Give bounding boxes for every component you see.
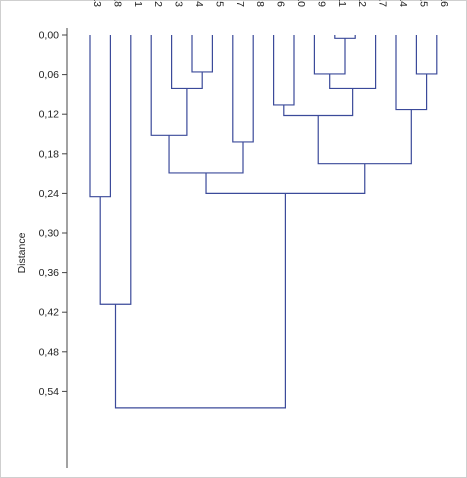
leaf-label: 2 xyxy=(152,1,164,7)
y-axis-title: Distance xyxy=(16,232,28,273)
leaf-label: 9 xyxy=(315,1,327,7)
leaf-label: 3 xyxy=(173,1,185,7)
leaf-label: 18 xyxy=(111,0,123,7)
dendrogram-branch xyxy=(232,35,254,143)
leaf-label: 8 xyxy=(254,1,266,7)
y-tick-label: 0,00 xyxy=(39,30,60,42)
y-axis: 0,00 0,06 0,12 0,18 0,24 0,30 0,36 0,42 0,48 0,54 xyxy=(39,28,68,468)
leaf-label: 17 xyxy=(377,0,389,7)
leaf-label: 5 xyxy=(213,1,225,7)
dendrogram-branch xyxy=(168,135,244,174)
dendrogram-branch xyxy=(150,35,188,136)
leaf-label: 6 xyxy=(275,1,287,7)
leaf-label: 12 xyxy=(356,0,368,7)
leaf-label: 13 xyxy=(91,0,103,7)
leaf-label: 14 xyxy=(397,0,409,7)
dendrogram-branch xyxy=(114,193,286,409)
dendrogram-branch xyxy=(415,35,438,75)
dendrogram-branch xyxy=(171,35,203,90)
dendrogram-branch xyxy=(99,35,132,305)
y-tick-label: 0,54 xyxy=(39,386,60,398)
dendrogram-branch xyxy=(191,35,213,73)
dendrogram-branch xyxy=(273,35,295,106)
dendrogram-branch xyxy=(89,35,111,198)
leaf-label: 4 xyxy=(193,1,205,7)
y-tick-label: 0,42 xyxy=(39,307,60,319)
dendrogram-branch xyxy=(317,109,412,165)
leaf-label: 10 xyxy=(295,0,307,7)
y-tick-label: 0,30 xyxy=(39,228,60,240)
leaf-label: 15 xyxy=(417,0,429,7)
dendrogram-branch xyxy=(334,35,356,39)
dendrogram-branches xyxy=(89,35,438,409)
leaf-labels: 13 18 1 2 3 4 5 7 8 6 10 9 11 12 17 14 15 16 xyxy=(91,0,450,7)
leaf-label: 7 xyxy=(234,1,246,7)
y-tick-label: 0,06 xyxy=(39,69,60,81)
y-tick-label: 0,36 xyxy=(39,267,60,279)
y-tick-label: 0,12 xyxy=(39,109,60,121)
leaf-label: 1 xyxy=(132,1,144,7)
leaf-label: 11 xyxy=(336,0,348,7)
dendrogram-branch xyxy=(395,35,428,111)
y-tick-label: 0,18 xyxy=(39,148,60,160)
dendrogram-branch xyxy=(329,35,377,90)
y-tick-label: 0,24 xyxy=(39,188,60,200)
dendrogram-branch xyxy=(313,35,346,75)
leaf-label: 16 xyxy=(438,0,450,7)
y-tick-label: 0,48 xyxy=(39,346,60,358)
dendrogram-branch xyxy=(205,163,366,194)
